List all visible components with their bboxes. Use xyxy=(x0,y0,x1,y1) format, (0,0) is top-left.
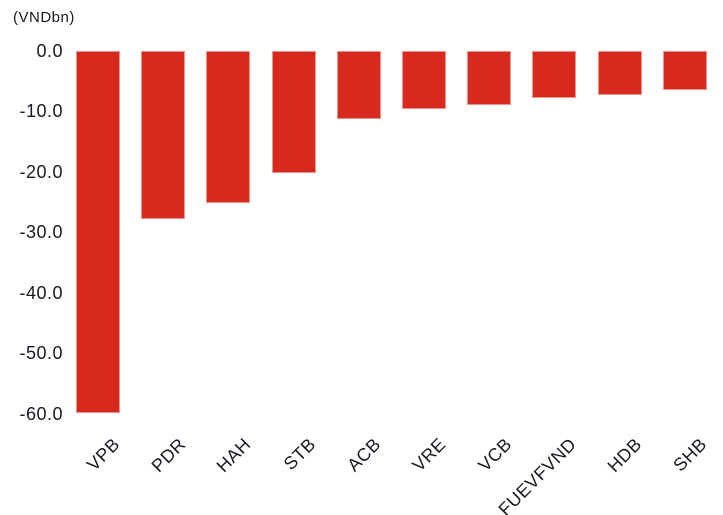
x-axis-label-stb: STB xyxy=(279,434,320,474)
y-axis-tick-label: -30.0 xyxy=(19,222,63,243)
bar-vre xyxy=(402,51,446,110)
y-axis-tick-label: 0.0 xyxy=(36,41,63,61)
y-axis-tick-label: -60.0 xyxy=(19,403,63,424)
x-axis-label-vpb: VPB xyxy=(83,434,125,475)
bar-acb xyxy=(336,51,381,120)
x-axis-label-vcb: VCB xyxy=(473,434,516,476)
bar-hdb xyxy=(597,51,642,95)
bar-pdr xyxy=(141,51,186,220)
bar-fuevfvnd xyxy=(532,51,577,99)
y-axis-tick-label: -10.0 xyxy=(19,101,63,122)
x-axis-label-hah: HAH xyxy=(212,434,255,477)
x-axis-label-hdb: HDB xyxy=(603,434,646,477)
bar-shb xyxy=(662,51,707,90)
x-axis-label-acb: ACB xyxy=(343,434,385,476)
x-axis-label-shb: SHB xyxy=(669,434,711,476)
bar-stb xyxy=(271,51,316,173)
y-axis-tick-label: -40.0 xyxy=(19,282,63,303)
bar-hah xyxy=(206,51,251,204)
x-axis-label-pdr: PDR xyxy=(147,434,190,477)
bar-vpb xyxy=(76,51,120,413)
x-axis-label-vre: VRE xyxy=(408,434,451,476)
y-axis-tick-label: -20.0 xyxy=(19,161,63,182)
bar-vcb xyxy=(467,51,512,106)
y-axis-tick-label: -50.0 xyxy=(19,343,63,364)
axis-unit-label: (VNDbn) xyxy=(13,9,75,26)
